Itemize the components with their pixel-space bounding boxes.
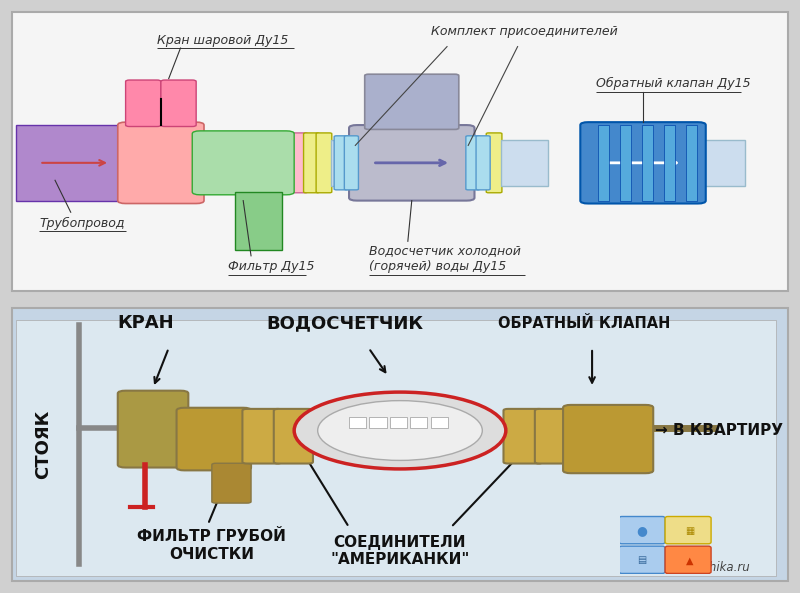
FancyBboxPatch shape [466, 136, 480, 190]
Text: ●: ● [637, 524, 647, 537]
FancyBboxPatch shape [16, 320, 776, 576]
Text: ОБРАТНЫЙ КЛАПАН: ОБРАТНЫЙ КЛАПАН [498, 316, 670, 331]
FancyBboxPatch shape [331, 139, 382, 186]
FancyBboxPatch shape [563, 405, 654, 473]
Text: 4chetchika.ru: 4chetchika.ru [670, 562, 750, 575]
FancyBboxPatch shape [642, 125, 654, 200]
Text: СТОЯК: СТОЯК [34, 410, 52, 479]
FancyBboxPatch shape [126, 80, 161, 126]
FancyBboxPatch shape [293, 133, 307, 193]
Text: ▤: ▤ [638, 556, 646, 565]
FancyBboxPatch shape [503, 409, 542, 464]
FancyBboxPatch shape [177, 408, 251, 470]
Text: Комплект присоединителей: Комплект присоединителей [431, 25, 618, 38]
Text: ▲: ▲ [686, 556, 694, 565]
FancyBboxPatch shape [118, 133, 138, 193]
Text: СОЕДИНИТЕЛИ
"АМЕРИКАНКИ": СОЕДИНИТЕЛИ "АМЕРИКАНКИ" [330, 535, 470, 568]
FancyBboxPatch shape [665, 517, 711, 544]
Text: Обратный клапан Ду15: Обратный клапан Ду15 [596, 77, 750, 90]
FancyBboxPatch shape [194, 133, 209, 193]
FancyBboxPatch shape [598, 125, 610, 200]
FancyBboxPatch shape [664, 125, 675, 200]
Polygon shape [235, 192, 282, 250]
FancyBboxPatch shape [620, 125, 631, 200]
FancyBboxPatch shape [161, 80, 196, 126]
FancyBboxPatch shape [349, 417, 366, 428]
FancyBboxPatch shape [390, 417, 407, 428]
FancyBboxPatch shape [242, 409, 282, 464]
FancyBboxPatch shape [580, 122, 706, 203]
Circle shape [294, 392, 506, 469]
FancyBboxPatch shape [686, 125, 697, 200]
FancyBboxPatch shape [16, 125, 126, 200]
FancyBboxPatch shape [501, 139, 548, 186]
FancyBboxPatch shape [535, 409, 574, 464]
Text: Фильтр Ду15: Фильтр Ду15 [227, 260, 314, 273]
FancyBboxPatch shape [665, 546, 711, 573]
FancyBboxPatch shape [12, 308, 788, 581]
FancyBboxPatch shape [619, 517, 665, 544]
FancyBboxPatch shape [12, 12, 788, 291]
FancyBboxPatch shape [316, 133, 332, 193]
Circle shape [318, 401, 482, 460]
FancyBboxPatch shape [206, 133, 222, 193]
FancyBboxPatch shape [410, 417, 427, 428]
FancyBboxPatch shape [212, 463, 251, 503]
FancyBboxPatch shape [280, 133, 295, 193]
FancyBboxPatch shape [118, 391, 188, 467]
FancyBboxPatch shape [365, 74, 459, 129]
Text: Водосчетчик холодной
(горячей) воды Ду15: Водосчетчик холодной (горячей) воды Ду15 [369, 244, 521, 273]
FancyBboxPatch shape [349, 125, 474, 200]
FancyBboxPatch shape [192, 131, 294, 195]
FancyBboxPatch shape [370, 417, 386, 428]
FancyBboxPatch shape [698, 139, 745, 186]
FancyBboxPatch shape [133, 133, 151, 193]
FancyBboxPatch shape [303, 133, 319, 193]
Text: ВОДОСЧЕТЧИК: ВОДОСЧЕТЧИК [266, 314, 424, 332]
FancyBboxPatch shape [274, 409, 313, 464]
FancyBboxPatch shape [344, 136, 358, 190]
Text: → В КВАРТИРУ: → В КВАРТИРУ [654, 423, 782, 438]
FancyBboxPatch shape [430, 417, 448, 428]
Text: Трубопровод: Трубопровод [39, 216, 125, 229]
Text: ▦: ▦ [686, 526, 694, 535]
FancyBboxPatch shape [486, 133, 502, 193]
FancyBboxPatch shape [619, 546, 665, 573]
Text: ФИЛЬТР ГРУБОЙ
ОЧИСТКИ: ФИЛЬТР ГРУБОЙ ОЧИСТКИ [138, 529, 286, 562]
FancyBboxPatch shape [476, 136, 490, 190]
Text: КРАН: КРАН [117, 314, 174, 332]
Text: Кран шаровой Ду15: Кран шаровой Ду15 [157, 34, 288, 47]
FancyBboxPatch shape [118, 122, 204, 203]
FancyBboxPatch shape [334, 136, 348, 190]
